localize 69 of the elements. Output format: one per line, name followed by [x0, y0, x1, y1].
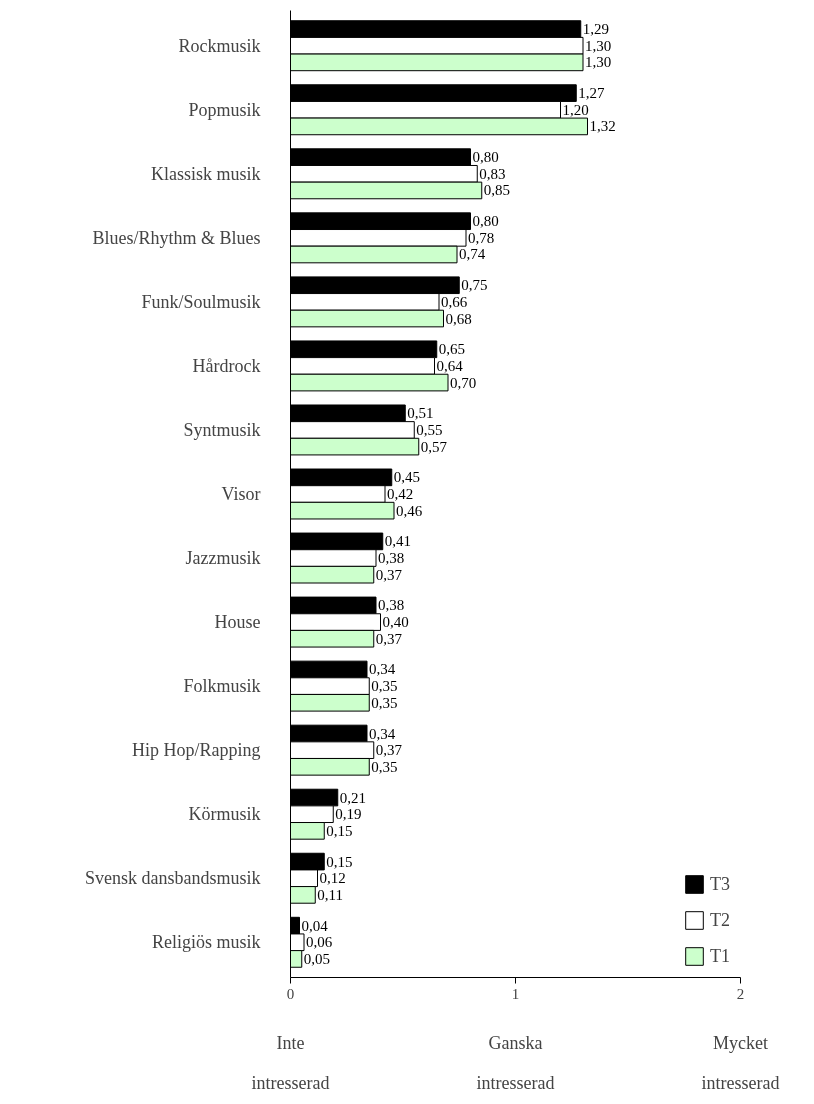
data-label: 0,19 — [335, 806, 362, 823]
y-tick-label: Svensk dansbandsmusik — [85, 868, 261, 889]
x-tick-label: 2 — [736, 985, 745, 1002]
data-label: 0,80 — [472, 213, 499, 230]
data-label: 0,38 — [378, 597, 405, 614]
y-tick-label: Klassisk musik — [150, 163, 261, 184]
data-label: 0,15 — [326, 853, 353, 870]
data-label: 0,64 — [436, 357, 464, 374]
data-label: 0,68 — [445, 310, 472, 327]
legend-label: T1 — [710, 945, 730, 967]
data-label: 0,12 — [319, 870, 346, 887]
data-label: 0,41 — [384, 533, 411, 550]
data-label: 1,32 — [589, 118, 616, 135]
y-tick-label: Rockmusik — [178, 35, 261, 56]
data-label: 0,78 — [468, 229, 495, 246]
data-label: 0,46 — [396, 502, 423, 519]
data-label: 1,30 — [585, 54, 612, 71]
data-label: 0,06 — [306, 934, 333, 951]
data-label: 1,27 — [578, 85, 605, 102]
y-tick-label: Popmusik — [188, 99, 261, 120]
data-label: 0,04 — [301, 917, 329, 934]
data-label: 0,35 — [371, 694, 398, 711]
data-label: 0,11 — [317, 886, 343, 903]
data-label: 0,45 — [393, 469, 420, 486]
y-tick-label: House — [214, 612, 261, 633]
data-label: 0,55 — [416, 421, 443, 438]
legend-label: T2 — [710, 909, 730, 931]
data-label: 1,29 — [582, 21, 609, 38]
data-label: 0,57 — [420, 438, 448, 455]
data-label: 0,66 — [441, 293, 468, 310]
data-label: 0,65 — [438, 341, 465, 358]
y-tick-label: Blues/Rhythm & Blues — [92, 227, 261, 248]
y-tick-label: Hip Hop/Rapping — [132, 740, 261, 761]
data-label: 0,40 — [382, 614, 409, 631]
text: Inte intresserad — [251, 1032, 330, 1093]
y-tick-label: Visor — [221, 484, 261, 504]
legend-label: T3 — [710, 873, 730, 895]
x-tick-label: 0 — [286, 985, 295, 1002]
data-label: 0,34 — [369, 725, 396, 742]
data-label: 0,75 — [461, 277, 488, 294]
data-label: 0,34 — [369, 661, 396, 678]
data-label: 0,37 — [375, 630, 403, 647]
y-tick-label: Folkmusik — [183, 676, 261, 697]
data-label: 0,35 — [371, 678, 398, 695]
y-tick-label: Jazzmusik — [185, 548, 261, 569]
data-label: 0,42 — [387, 486, 414, 502]
y-tick-label: Syntmusik — [183, 419, 261, 440]
data-label: 0,74 — [459, 246, 486, 263]
y-tick-label: Funk/Soulmusik — [141, 291, 261, 312]
x-tick-label: 1 — [511, 985, 520, 1002]
data-label: 0,15 — [326, 822, 353, 839]
y-tick-label: Religiös musik — [151, 932, 261, 953]
data-label: 0,38 — [378, 550, 405, 567]
data-label: 0,37 — [375, 742, 403, 759]
data-label: 0,37 — [375, 566, 403, 583]
y-tick-label: Hårdrock — [192, 355, 261, 376]
y-tick-label: Körmusik — [188, 804, 261, 825]
data-label: 1,30 — [585, 37, 612, 54]
data-label: 0,83 — [479, 165, 506, 182]
data-label: 0,35 — [371, 758, 398, 775]
data-label: 0,05 — [303, 950, 330, 967]
data-label: 0,70 — [450, 374, 477, 391]
data-label: 0,21 — [339, 789, 366, 806]
data-label: 0,85 — [483, 182, 510, 199]
text: Mycket intresserad — [701, 1032, 780, 1093]
data-label: 1,20 — [562, 101, 589, 118]
data-label: 0,80 — [472, 149, 499, 166]
text: Ganska intresserad — [476, 1032, 555, 1093]
data-label: 0,51 — [407, 405, 434, 422]
